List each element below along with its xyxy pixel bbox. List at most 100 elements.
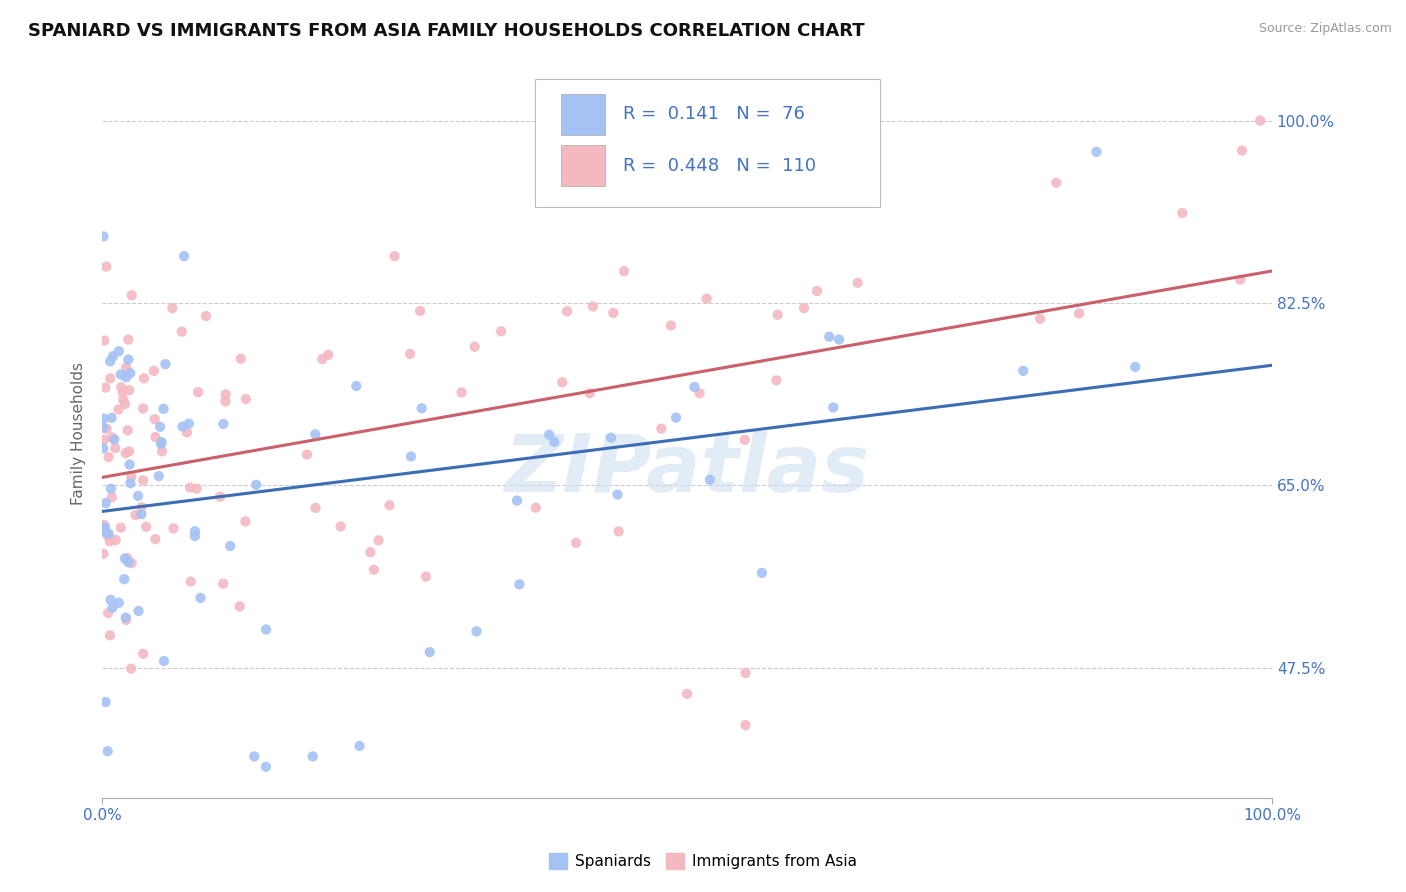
Point [115,613,138,627]
Point [600,431,623,445]
Point [359,545,381,559]
Point [145,430,167,444]
Point [93,229,115,244]
Point [121,556,143,570]
Point [104,533,127,547]
Point [304,427,326,442]
Point [101,349,124,363]
Point [132,647,155,661]
Point [229,351,252,366]
Point [110,368,132,382]
Point [363,563,385,577]
Point [110,380,132,394]
Point [245,478,267,492]
Point [683,380,706,394]
Point [94,381,117,395]
Point [1123,359,1146,374]
Point [117,551,139,566]
Point [409,304,432,318]
Point [1085,145,1108,159]
Point [538,427,561,442]
Point [650,422,672,436]
Point [551,376,574,390]
Point [101,430,124,444]
Point [734,665,756,680]
Point [172,419,194,434]
Point [101,490,124,504]
Point [665,410,688,425]
Point [150,444,173,458]
Point [524,500,547,515]
Point [243,749,266,764]
Point [349,739,371,753]
Point [543,434,565,449]
Point [565,536,588,550]
Point [115,360,138,375]
Point [98,354,121,368]
Point [93,547,115,561]
Point [150,435,173,450]
Point [186,482,208,496]
Point [96,422,118,436]
Point [153,654,176,668]
Point [676,687,699,701]
Y-axis label: Family Households: Family Households [72,362,86,505]
Point [124,508,146,522]
Point [98,628,121,642]
Point [108,596,131,610]
Point [127,489,149,503]
Point [384,249,406,263]
Point [97,450,120,464]
Point [765,373,787,387]
Point [582,300,605,314]
Point [316,348,339,362]
Point [235,514,257,528]
Point [179,481,201,495]
Point [120,662,142,676]
Point [818,329,841,343]
Text: SPANIARD VS IMMIGRANTS FROM ASIA FAMILY HOUSEHOLDS CORRELATION CHART: SPANIARD VS IMMIGRANTS FROM ASIA FAMILY … [28,22,865,40]
FancyBboxPatch shape [561,95,605,135]
Point [846,276,869,290]
Point [93,433,115,447]
Point [155,357,177,371]
Point [108,344,131,359]
Point [506,493,529,508]
Point [101,600,124,615]
FancyBboxPatch shape [536,79,880,207]
Point [689,386,711,401]
Text: R =  0.141   N =  76: R = 0.141 N = 76 [623,105,804,123]
Point [131,508,153,522]
Point [120,366,142,380]
Point [415,569,437,583]
Point [311,352,333,367]
Text: Source: ZipAtlas.com: Source: ZipAtlas.com [1258,22,1392,36]
Point [828,333,851,347]
Point [228,599,250,614]
Point [143,412,166,426]
Point [118,444,141,458]
Point [659,318,682,333]
Point [110,521,132,535]
Point [93,420,115,434]
Point [98,371,121,385]
Point [489,324,512,338]
Point [117,555,139,569]
Point [766,308,789,322]
Point [793,301,815,316]
Point [304,500,326,515]
Point [184,524,207,539]
Point [111,385,134,400]
Point [602,306,624,320]
Point [100,410,122,425]
Point [117,333,139,347]
Point [209,490,232,504]
Point [212,576,235,591]
Point [1029,311,1052,326]
Point [117,352,139,367]
Point [112,572,135,586]
Point [120,470,142,484]
Point [112,392,135,407]
Point [100,592,122,607]
Legend: Spaniards, Immigrants from Asia: Spaniards, Immigrants from Asia [543,847,863,875]
